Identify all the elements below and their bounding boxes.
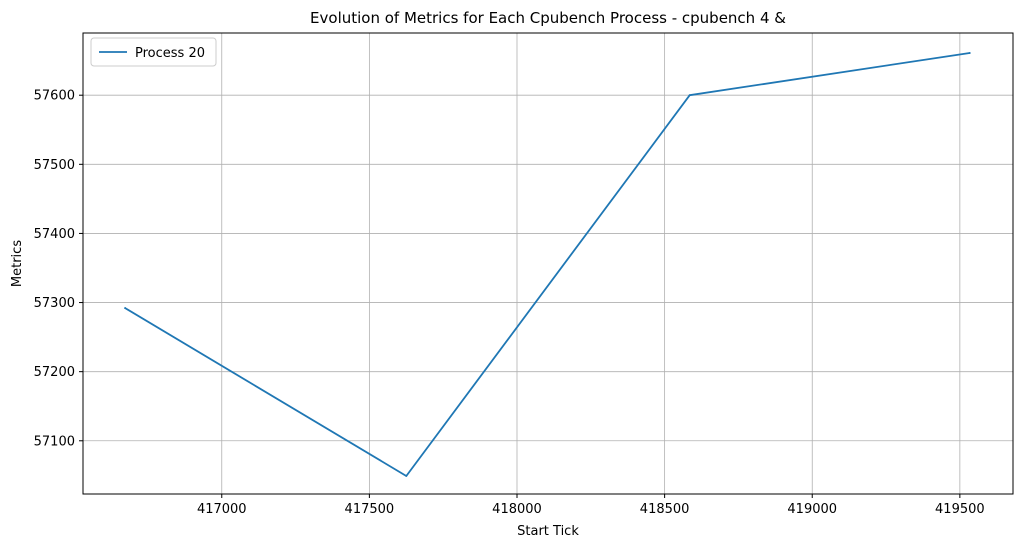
grid <box>83 33 1013 494</box>
x-tick-label: 419500 <box>935 502 985 517</box>
x-tick-label: 419000 <box>787 502 837 517</box>
x-axis-title: Start Tick <box>517 524 579 539</box>
x-tick-label: 417500 <box>345 502 395 517</box>
data-point <box>124 307 127 309</box>
legend-label: Process 20 <box>135 46 205 61</box>
ticks: 417000 417500 418000 418500 419000 419500 5710… <box>34 89 985 517</box>
series-line <box>123 51 971 477</box>
series-layer <box>123 51 971 477</box>
data-point <box>968 52 971 54</box>
y-tick-label: 57100 <box>34 434 75 449</box>
x-tick-label: 418000 <box>492 502 542 517</box>
y-tick-label: 57300 <box>34 296 75 311</box>
data-point <box>688 94 691 97</box>
y-tick-label: 57400 <box>34 227 75 242</box>
y-axis-title: Metrics <box>10 240 25 287</box>
data-point <box>405 475 408 477</box>
x-tick-label: 417000 <box>197 502 247 517</box>
chart-title: Evolution of Metrics for Each Cpubench P… <box>310 9 786 27</box>
y-tick-label: 57600 <box>34 89 75 104</box>
plot-frame <box>82 32 1014 495</box>
legend: Process 20 <box>90 37 217 67</box>
y-tick-label: 57500 <box>34 158 75 173</box>
y-tick-label: 57200 <box>34 365 75 380</box>
x-tick-label: 418500 <box>640 502 690 517</box>
legend-box <box>90 37 217 67</box>
